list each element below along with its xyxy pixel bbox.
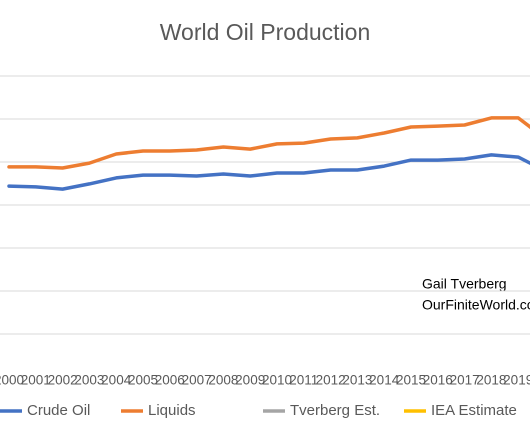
x-tick-label: 2011 <box>289 373 318 388</box>
x-tick-label: 2013 <box>342 373 372 388</box>
x-tick-label: 2000 <box>0 373 24 388</box>
x-tick-label: 2009 <box>235 373 265 388</box>
x-tick-label: 2004 <box>101 373 132 388</box>
series-line <box>7 116 530 170</box>
x-tick-label: 2003 <box>74 373 104 388</box>
legend-label: IEA Estimate <box>431 402 517 419</box>
x-tick-label: 2010 <box>262 373 292 388</box>
x-tick-label: 2005 <box>128 373 158 388</box>
legend-label: Crude Oil <box>27 402 90 419</box>
x-tick-label: 2002 <box>48 373 78 388</box>
x-tick-label: 2019 <box>503 373 530 388</box>
x-tick-label: 2001 <box>21 373 51 388</box>
annotation: Gail Tverberg <box>422 276 507 292</box>
series-line <box>7 153 530 191</box>
chart-title: World Oil Production <box>160 19 371 45</box>
legend-label: Liquids <box>148 402 196 419</box>
x-tick-label: 2016 <box>423 373 453 388</box>
x-tick-label: 2014 <box>369 373 400 388</box>
x-tick-label: 2018 <box>476 373 506 388</box>
x-tick-label: 2007 <box>182 373 212 388</box>
x-tick-label: 2008 <box>208 373 238 388</box>
legend-label: Tverberg Est. <box>290 402 380 419</box>
x-tick-label: 2006 <box>155 373 185 388</box>
x-tick-label: 2012 <box>316 373 346 388</box>
x-tick-label: 2015 <box>396 373 426 388</box>
annotation: OurFiniteWorld.com <box>422 297 530 313</box>
x-tick-label: 2017 <box>450 373 480 388</box>
